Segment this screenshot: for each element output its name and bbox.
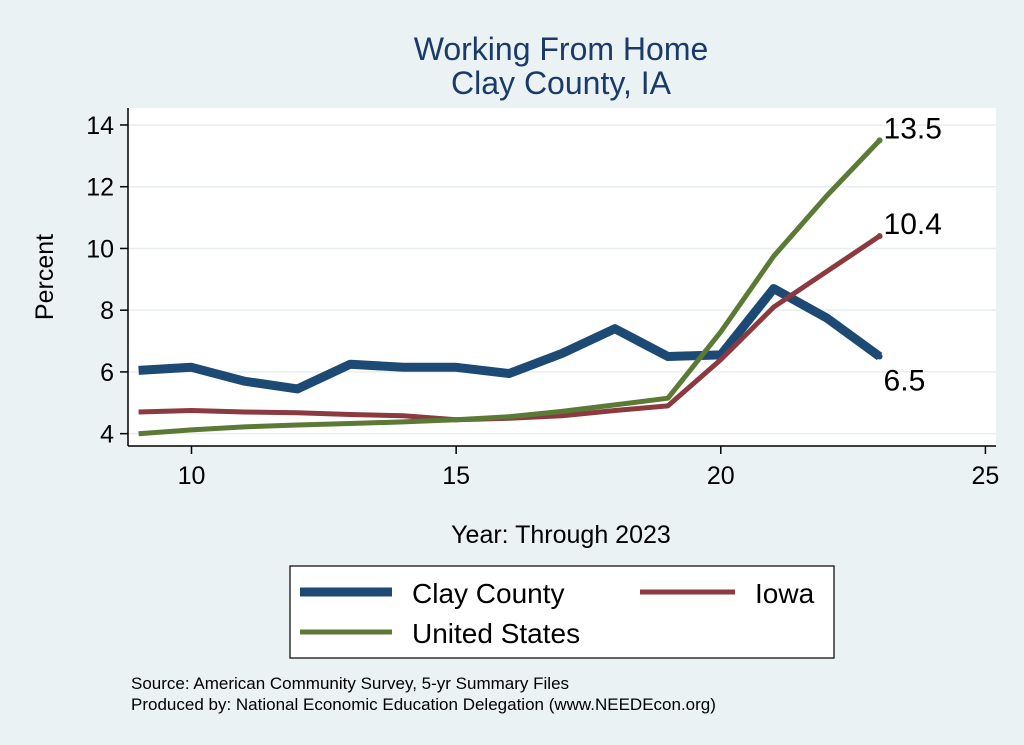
x-tick-label-10: 10 [178, 462, 206, 490]
y-tick-label-14: 14 [86, 112, 114, 140]
end-marker-clay-county [876, 353, 883, 360]
x-tick-label-15: 15 [442, 462, 470, 490]
legend-box [289, 565, 835, 659]
y-tick-label-12: 12 [86, 174, 114, 202]
x-tick-label-25: 25 [972, 462, 1000, 490]
source-note: Source: American Community Survey, 5-yr … [131, 674, 569, 693]
end-labels: 6.5 10.4 13.5 [876, 112, 942, 397]
legend-label-united-states: United States [412, 618, 580, 649]
plot-area [128, 108, 996, 446]
legend-label-clay-county: Clay County [412, 578, 565, 609]
chart-title-line-1: Working From Home [414, 31, 709, 67]
y-tick-label-6: 6 [100, 359, 114, 387]
y-tick-label-10: 10 [86, 235, 114, 263]
y-tick-label-4: 4 [100, 421, 114, 449]
chart-title-line-2: Clay County, IA [451, 65, 672, 101]
y-axis-ticks: 4 6 8 10 12 14 [86, 112, 128, 449]
y-tick-label-8: 8 [100, 297, 114, 325]
end-marker-united-states [876, 137, 883, 144]
end-label-united-states: 13.5 [884, 112, 942, 145]
end-label-clay-county: 6.5 [884, 364, 926, 397]
produced-by-note: Produced by: National Economic Education… [131, 695, 716, 714]
series-line-united-states [138, 138, 882, 437]
x-tick-label-20: 20 [707, 462, 735, 490]
legend-label-iowa: Iowa [755, 578, 815, 609]
series-line-clay-county [138, 284, 883, 394]
series-lines [138, 138, 883, 437]
y-axis-title: Percent [31, 234, 59, 320]
end-marker-iowa [876, 233, 883, 240]
grid-lines [128, 124, 996, 435]
end-label-iowa: 10.4 [884, 208, 942, 241]
x-axis-title: Year: Through 2023 [451, 521, 671, 549]
x-axis-ticks: 10 15 20 25 [178, 446, 1000, 490]
